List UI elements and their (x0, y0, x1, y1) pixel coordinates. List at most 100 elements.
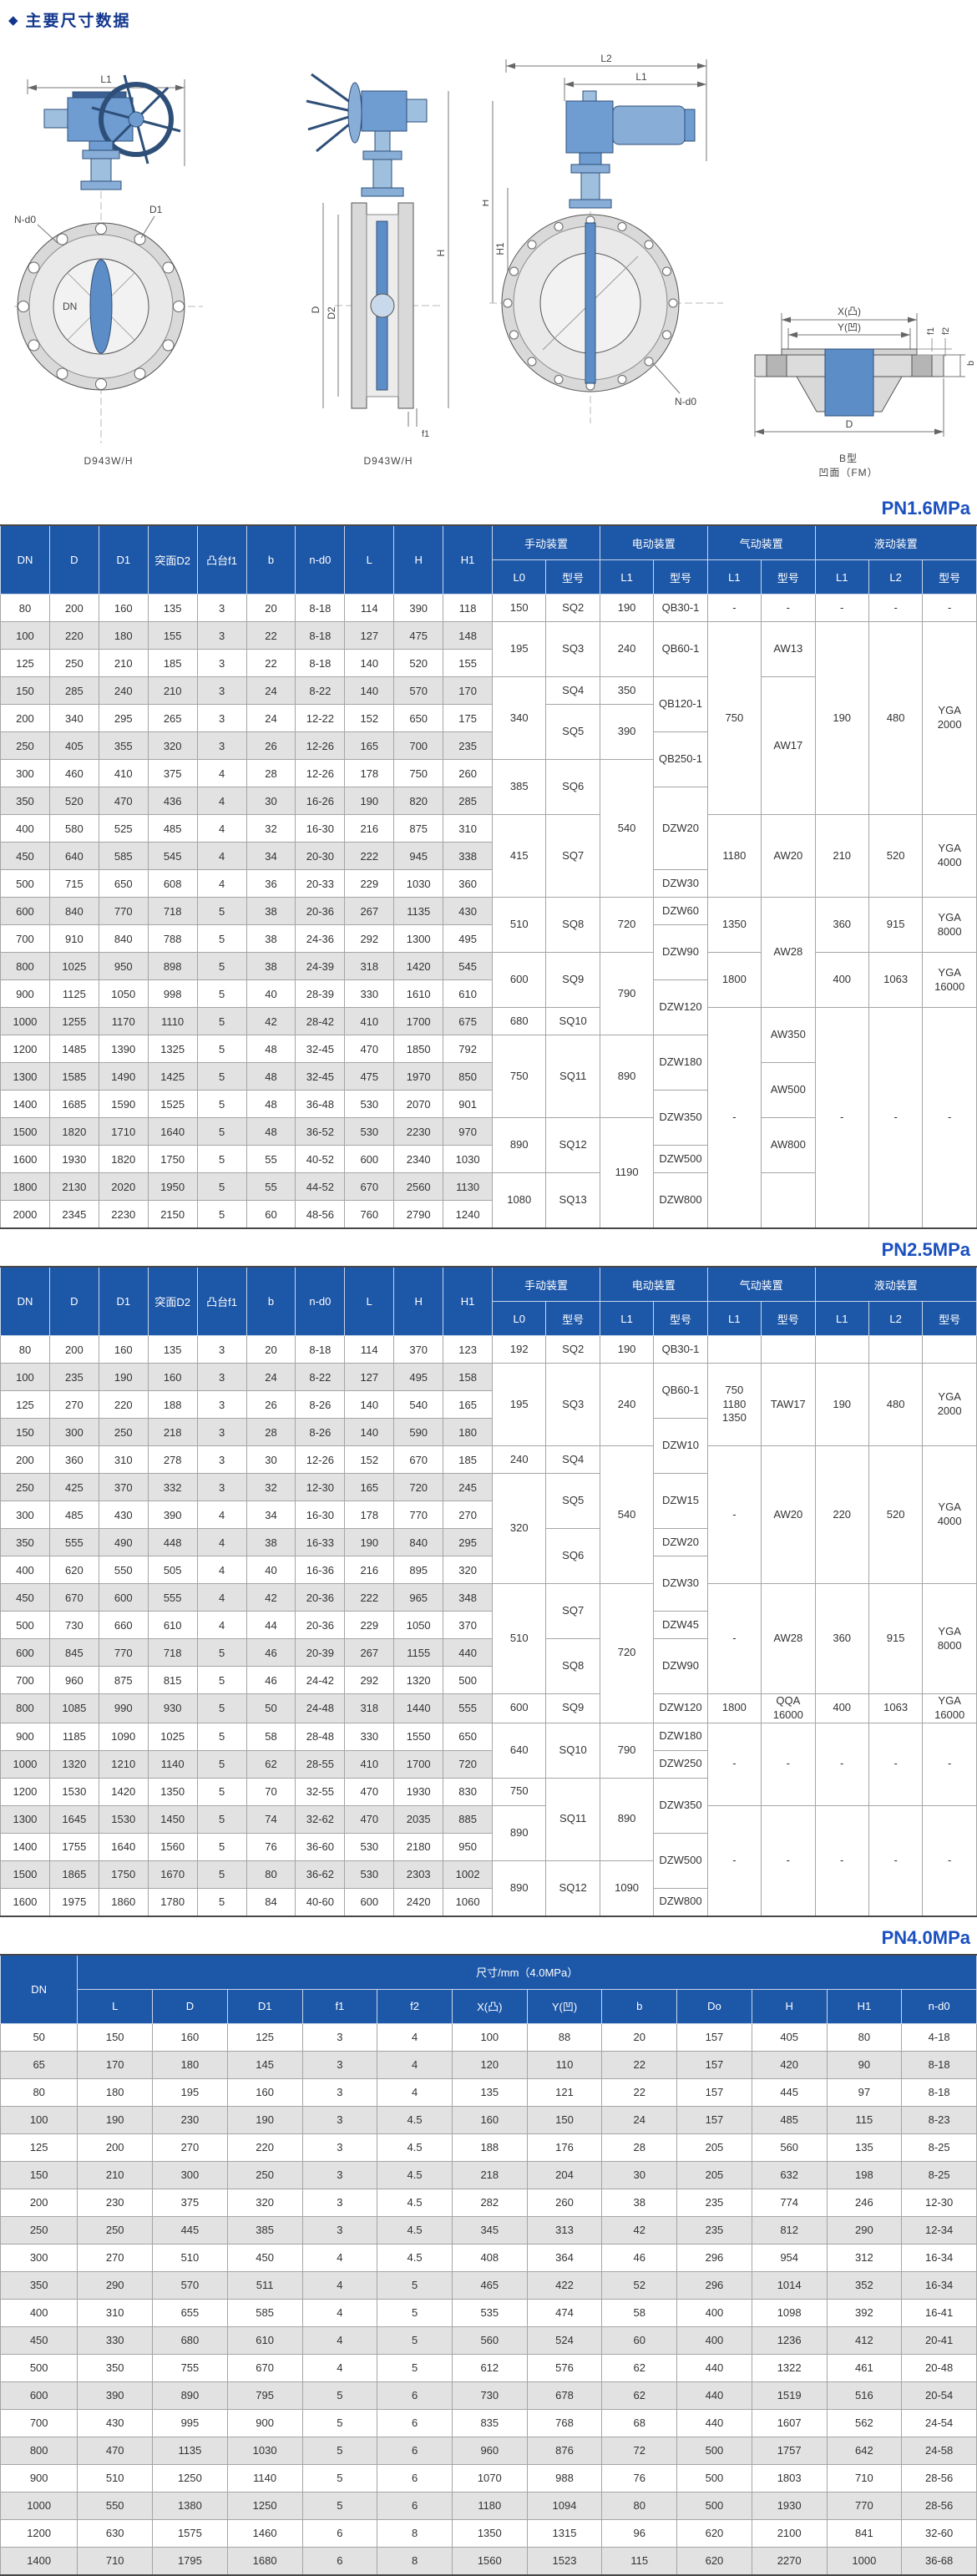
dimension-cell: 440 (676, 2381, 752, 2410)
device-cell: QB120-1 (653, 676, 708, 732)
dimension-cell: 1255 (48, 1007, 99, 1035)
dimension-cell: 282 (451, 2188, 528, 2217)
device-cell: AW17 (761, 676, 816, 815)
dimension-cell: 148 (443, 621, 494, 650)
dimension-cell: 278 (147, 1445, 198, 1474)
label-h: H (483, 200, 491, 207)
dimension-cell: 600 (0, 897, 50, 925)
dimension-cell: 157 (676, 2050, 752, 2079)
column-header: n-d0 (295, 524, 346, 595)
dimension-cell: 210 (98, 649, 149, 677)
dimension-cell: 390 (147, 1501, 198, 1529)
dimension-cell: 4.5 (377, 2188, 453, 2217)
technical-drawings: L1 (0, 33, 977, 488)
dimension-cell: 1640 (147, 1117, 198, 1146)
table-row: 200 230 375 320 3 4.5 282 260 38 235 774 246 12-30 (0, 2188, 977, 2217)
device-cell: 480 (868, 621, 924, 815)
dimension-cell: 1970 (393, 1062, 444, 1091)
dimension-cell: 792 (443, 1035, 494, 1063)
dimension-cell: 4 (301, 2298, 378, 2327)
device-cell (761, 1172, 816, 1229)
dimension-cell: 5 (196, 1749, 247, 1779)
dimension-cell: 8 (377, 2546, 453, 2576)
dimension-cell: 448 (147, 1528, 198, 1556)
table-row: 1300 1645 1530 1450 5 74 32-62 470 2035 885 890- - -… (0, 1804, 977, 1917)
dimension-cell: 3 (301, 2133, 378, 2162)
dimension-cell: 1803 (751, 2463, 828, 2492)
dimension-cell: 470 (344, 1035, 395, 1063)
dimension-cell: 370 (98, 1473, 149, 1501)
device-cell: AW20 (761, 1445, 816, 1584)
handwheel-edge (306, 73, 362, 153)
dimension-cell: 8-18 (295, 594, 346, 622)
device-cell: DZW20 (653, 787, 708, 870)
column-header: f1 (301, 1988, 378, 2024)
dimension-cell: 1860 (98, 1887, 149, 1917)
header-row: L0 型号 L1 型号 L1 型号 L1 L2 型号 (1, 559, 977, 595)
dimension-cell: 100 (0, 2105, 78, 2134)
dimension-cell: 28 (246, 759, 296, 787)
dimension-cell: 140 (344, 649, 395, 677)
device-cell: 915 (868, 1583, 924, 1694)
valve-neck-right (569, 152, 612, 209)
table-row: 1200 630 1575 1460 6 8 1350 1315 96 620 2100 841 32-… (0, 2518, 977, 2548)
device-group-header: 液动装置 (814, 1266, 977, 1302)
dimension-cell: 296 (676, 2243, 752, 2272)
device-cell: - (761, 1722, 816, 1806)
dimension-cell: 1400 (0, 1090, 50, 1118)
dimension-cell: 8-26 (295, 1418, 346, 1446)
device-cell: TAW17 (761, 1363, 816, 1446)
column-header: L1 (706, 559, 762, 595)
dimension-cell: 1420 (393, 952, 444, 980)
dimension-cell: 205 (676, 2133, 752, 2162)
dimension-cell: 998 (147, 979, 198, 1008)
dimension-cell: 720 (393, 1473, 444, 1501)
dimension-cell: 400 (676, 2325, 752, 2355)
dimension-cell: 240 (98, 676, 149, 705)
pn40-section: PN4.0MPa DN 尺寸/mm（4.0MPa） L D D1 f1 f2 X(凸) Y(凹)… (0, 1917, 977, 2576)
column-header: f2 (377, 1988, 453, 2024)
dimension-cell: 1110 (147, 1007, 198, 1035)
dimension-cell: 718 (147, 1638, 198, 1667)
dimension-cell: 425 (48, 1473, 99, 1501)
dimension-cell: 320 (443, 1556, 494, 1584)
device-cell: 360 (814, 1583, 869, 1694)
device-cell: 890 (599, 1035, 655, 1118)
dimension-cell: 24 (246, 704, 296, 732)
dimension-cell: 620 (676, 2546, 752, 2576)
device-cell: - (868, 1722, 924, 1806)
dimension-cell: 1560 (451, 2546, 528, 2576)
column-header: b (601, 1988, 678, 2024)
dimension-cell: 5 (196, 1666, 247, 1694)
dimension-cell: 210 (147, 676, 198, 705)
dimension-cell: 355 (98, 731, 149, 760)
dimension-cell: 345 (451, 2215, 528, 2245)
dimension-cell: 392 (826, 2298, 903, 2327)
dimension-cell: 175 (443, 704, 494, 732)
dimension-cell: 1200 (0, 1777, 50, 1806)
column-header: D (48, 1266, 99, 1336)
device-cell: - (814, 1722, 869, 1806)
dimension-cell: 670 (48, 1583, 99, 1612)
dimension-cell: 6 (301, 2546, 378, 2576)
table-row: 700 960 875 815 5 46 24-42 292 1320 500 (0, 1666, 977, 1694)
dimension-cell: 245 (443, 1473, 494, 1501)
dimension-cell: 1610 (393, 979, 444, 1008)
dimension-cell: 135 (147, 594, 198, 622)
dimension-cell: 1050 (393, 1611, 444, 1639)
dimension-cell: 945 (393, 842, 444, 870)
device-cell: SQ4 (545, 676, 600, 705)
dimension-cell: 960 (451, 2436, 528, 2465)
dimension-cell: 1460 (226, 2518, 303, 2548)
dimension-cell: 495 (393, 1363, 444, 1391)
dimension-cell: 954 (751, 2243, 828, 2272)
device-cell: 1800 (706, 952, 762, 1008)
dimension-cell: 300 (0, 2243, 78, 2272)
device-cell: - (761, 594, 816, 622)
dimension-cell: 1525 (147, 1090, 198, 1118)
dimension-cell: 16-33 (295, 1528, 346, 1556)
dimension-cell: 44-52 (295, 1172, 346, 1201)
dimension-cell: 292 (344, 1666, 395, 1694)
bolt-holes (18, 223, 185, 390)
